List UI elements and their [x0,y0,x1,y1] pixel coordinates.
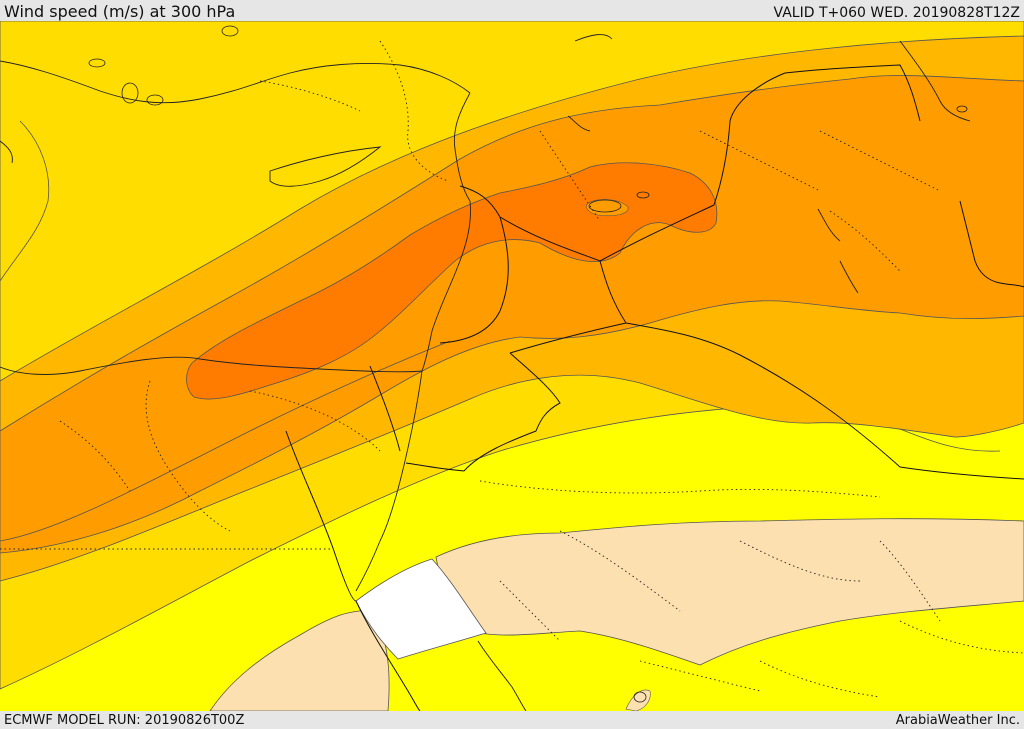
core-patch [586,199,629,217]
coastlines [0,34,971,711]
band-peach-west [209,610,390,711]
internal-borders [0,40,1024,698]
islands [88,25,968,703]
provider-label: ArabiaWeather Inc. [895,713,1020,728]
model-run-label: ECMWF MODEL RUN: 20190826T00Z [4,713,245,728]
footer-bar: ECMWF MODEL RUN: 20190826T00Z ArabiaWeat… [0,711,1024,729]
map-canvas [0,21,1024,711]
valid-time: VALID T+060 WED. 20190828T12Z [773,5,1020,21]
map-title: Wind speed (m/s) at 300 hPa [4,2,236,21]
band-calm [355,558,487,660]
isotach-lines [0,120,1001,542]
band-jet-core [186,162,718,400]
band-peach-small [625,689,651,711]
header-bar: Wind speed (m/s) at 300 hPa VALID T+060 … [0,0,1024,21]
band-peach-east [435,518,1024,666]
wind-speed-map[interactable] [0,21,1024,711]
country-borders [285,64,1024,711]
band-dark-orange [0,75,1024,554]
